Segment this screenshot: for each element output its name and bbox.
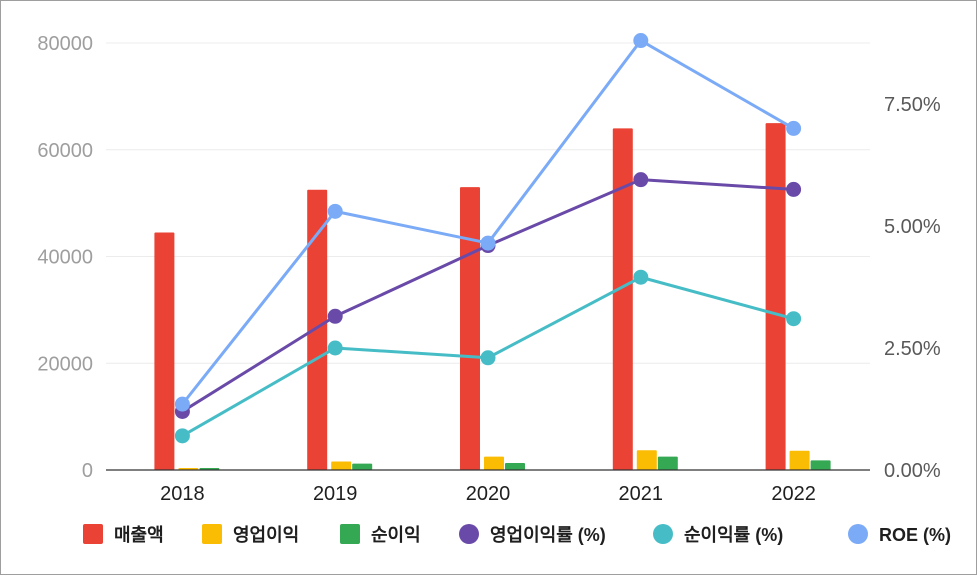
line-point — [633, 172, 649, 188]
left-axis-ticks: 0 20000 40000 60000 80000 — [37, 33, 93, 482]
legend-item: 매출액 — [83, 524, 164, 545]
bar — [789, 450, 810, 470]
legend: 매출액 영업이익 순이익 영업이익률 (%) 순이익률 (%) ROE (%) — [83, 524, 951, 545]
right-tick-label: 5.00% — [884, 216, 941, 238]
legend-label: 순이익률 (%) — [684, 525, 783, 545]
left-tick-label: 80000 — [37, 33, 93, 55]
bar — [460, 187, 480, 471]
left-tick-label: 20000 — [37, 353, 93, 375]
legend-item: ROE (%) — [848, 524, 951, 545]
legend-swatch — [459, 524, 479, 544]
line-point — [786, 311, 802, 327]
bar — [636, 450, 657, 470]
legend-label: ROE (%) — [879, 525, 951, 545]
legend-swatch — [83, 524, 103, 544]
line-point — [480, 235, 496, 251]
left-tick-label: 0 — [82, 460, 93, 482]
bar — [352, 463, 373, 470]
x-tick-label: 2020 — [466, 483, 511, 505]
bar — [612, 128, 633, 470]
bar — [484, 456, 504, 470]
left-tick-label: 40000 — [37, 247, 93, 269]
line-point — [327, 340, 343, 356]
right-tick-label: 7.50% — [884, 94, 941, 116]
legend-swatch — [340, 524, 360, 544]
x-tick-label: 2022 — [771, 483, 816, 505]
legend-swatch — [202, 524, 222, 544]
line-series — [174, 269, 802, 444]
bar — [154, 232, 175, 470]
line-point — [633, 33, 649, 49]
bar — [657, 456, 678, 470]
legend-swatch — [848, 524, 868, 544]
legend-item: 영업이익 — [202, 524, 299, 545]
left-tick-label: 60000 — [37, 140, 93, 162]
line-point — [633, 269, 649, 285]
right-tick-label: 2.50% — [884, 338, 941, 360]
bar — [331, 461, 352, 470]
series-line — [181, 39, 795, 406]
line-series-group — [174, 33, 802, 444]
legend-item: 순이익 — [340, 524, 421, 545]
right-axis-ticks: 0.00% 2.50% 5.00% 7.50% — [884, 94, 941, 482]
x-axis-ticks: 2018 2019 2020 2021 2022 — [160, 483, 816, 505]
line-point — [786, 120, 802, 136]
legend-label: 영업이익 — [233, 525, 299, 545]
bar-series-group — [154, 123, 831, 471]
legend-item: 영업이익률 (%) — [459, 524, 606, 545]
bar — [505, 463, 525, 470]
bar — [810, 460, 831, 470]
legend-label: 순이익 — [371, 525, 421, 545]
line-point — [480, 350, 496, 366]
series-line — [181, 178, 794, 413]
x-tick-label: 2021 — [619, 483, 664, 505]
x-tick-label: 2018 — [160, 483, 205, 505]
line-point — [327, 308, 343, 324]
legend-label: 영업이익률 (%) — [490, 525, 606, 545]
line-point — [327, 203, 343, 219]
bar — [307, 189, 328, 470]
line-point — [174, 428, 190, 444]
legend-item: 순이익률 (%) — [653, 524, 783, 545]
legend-label: 매출액 — [114, 525, 164, 545]
bar — [765, 123, 786, 470]
line-series — [174, 33, 802, 412]
line-point — [174, 396, 190, 412]
legend-swatch — [653, 524, 673, 544]
line-point — [786, 181, 802, 197]
x-tick-label: 2019 — [313, 483, 358, 505]
right-tick-label: 0.00% — [884, 460, 941, 482]
